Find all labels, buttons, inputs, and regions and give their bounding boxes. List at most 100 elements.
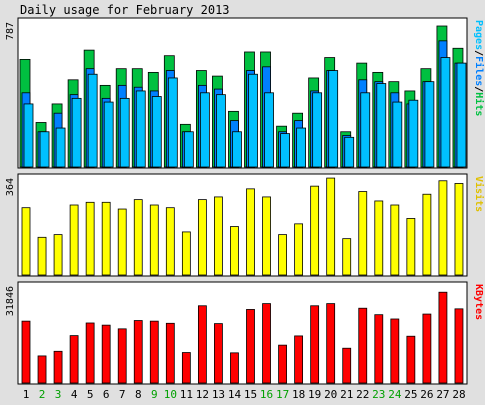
kbytes-bar [181, 352, 191, 384]
kbytes-bar [454, 308, 464, 384]
kbytes-bar [197, 305, 207, 384]
day-label: 1 [23, 388, 30, 401]
day-label: 24 [388, 388, 402, 401]
visits-legend: Visits [473, 176, 485, 212]
visits-bar [21, 207, 31, 276]
pages-bar [424, 81, 435, 168]
kbytes-legend: KBytes [473, 284, 484, 320]
visits-bar [117, 208, 127, 276]
visits-bar [149, 204, 159, 276]
visits-bar [454, 183, 464, 276]
kbytes-bar [149, 320, 159, 384]
pages-bar [264, 92, 274, 168]
day-label: 2 [39, 388, 46, 401]
day-label: 8 [135, 388, 142, 401]
kbytes-bar [422, 313, 432, 384]
kbytes-bar [117, 328, 127, 384]
visits-bar [374, 200, 384, 276]
kbytes-bar [246, 309, 255, 384]
kbytes-bar [214, 323, 223, 384]
kbytes-bar [85, 322, 95, 384]
pages-bar [199, 92, 210, 168]
visits-bar [53, 234, 63, 276]
kbytes-bar [326, 303, 336, 384]
day-label: 6 [103, 388, 110, 401]
pages-bar [216, 94, 226, 168]
visits-bar [69, 204, 79, 276]
kbytes-bar [21, 320, 31, 384]
visits-bar [422, 193, 432, 276]
visits-bar [133, 199, 143, 276]
pages-bar [344, 136, 355, 168]
day-label: 10 [164, 388, 177, 401]
day-label: 15 [244, 388, 257, 401]
day-label: 14 [228, 388, 242, 401]
pages-bar [440, 57, 451, 168]
visits-bar [101, 201, 111, 276]
pages-bar [135, 90, 146, 168]
day-label: 18 [292, 388, 305, 401]
kbytes-bar [101, 324, 111, 384]
kbytes-ymax-label: 31846 [5, 286, 16, 316]
visits-bar [214, 196, 223, 276]
chart-title: Daily usage for February 2013 [20, 3, 230, 17]
kbytes-bar [69, 335, 79, 384]
kbytes-bar [37, 355, 47, 384]
kbytes-bar [406, 335, 416, 384]
visits-ymax-label: 364 [5, 178, 16, 196]
day-label: 28 [452, 388, 465, 401]
pages-bar [103, 101, 114, 168]
pages-bar [456, 62, 467, 168]
pages-bar [408, 99, 419, 168]
visits-bar [85, 201, 95, 276]
visits-bar [230, 226, 239, 276]
kbytes-bar [358, 307, 368, 384]
kbytes-bar [133, 320, 143, 384]
pages-bar [183, 131, 194, 168]
pages-bar [280, 133, 290, 168]
pages-bar [23, 103, 34, 168]
pages-bar [119, 97, 130, 168]
pages-bar [167, 77, 178, 168]
pages-bar [296, 127, 307, 168]
pages-bar [151, 96, 162, 168]
visits-bar [165, 207, 175, 276]
kbytes-bar [294, 335, 304, 384]
day-label: 7 [119, 388, 126, 401]
day-label: 25 [404, 388, 417, 401]
day-label: 22 [356, 388, 369, 401]
day-label: 23 [372, 388, 385, 401]
visits-bar [358, 191, 368, 276]
day-label: 9 [151, 388, 158, 401]
day-label: 11 [180, 388, 193, 401]
kbytes-bar [230, 352, 239, 384]
kbytes-panel [17, 281, 468, 385]
pages-bar [360, 92, 371, 168]
day-label: 26 [420, 388, 433, 401]
day-label: 12 [196, 388, 209, 401]
day-label: 4 [71, 388, 78, 401]
visits-bar [342, 238, 352, 276]
visits-bar [326, 177, 336, 276]
day-label: 5 [87, 388, 94, 401]
pages-bar [312, 92, 323, 168]
pages-bar [392, 101, 403, 168]
day-label: 3 [55, 388, 62, 401]
kbytes-bar [310, 305, 320, 384]
pages-bar [328, 70, 339, 168]
kbytes-bar [278, 344, 287, 384]
pages-bar [39, 131, 50, 168]
kbytes-bar [374, 314, 384, 384]
pages-bar [232, 131, 242, 168]
kbytes-bar [438, 291, 448, 384]
visits-bar [37, 236, 47, 276]
visits-bar [438, 180, 448, 276]
day-label: 17 [276, 388, 289, 401]
pages-bar [55, 127, 66, 168]
kbytes-bar [165, 322, 175, 384]
pages-bar [376, 83, 387, 168]
visits-bar [278, 234, 287, 276]
pages-bar [71, 97, 82, 168]
pages-bar [87, 73, 98, 168]
visits-bar [197, 199, 207, 276]
